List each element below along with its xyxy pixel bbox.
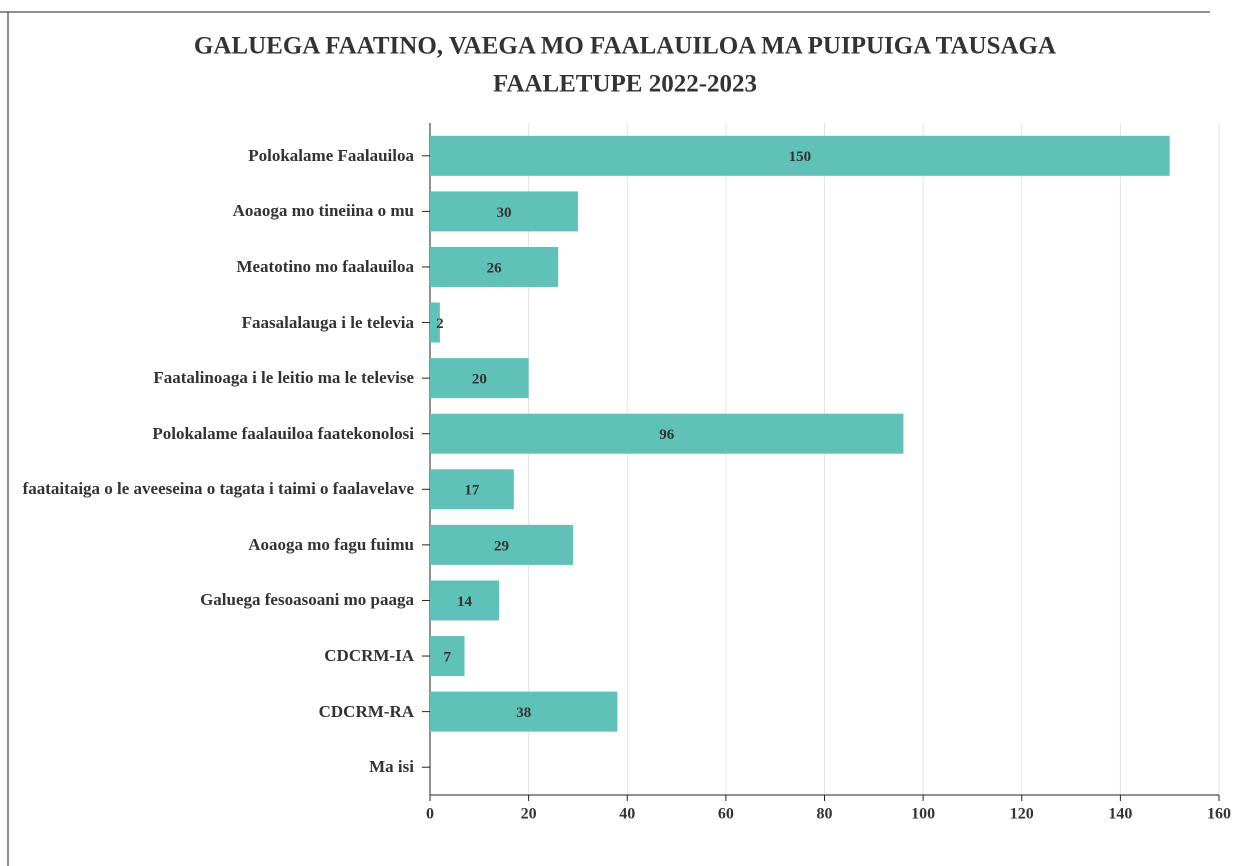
y-tick-label: Aoaoga mo fagu fuimu — [248, 534, 414, 554]
bar — [430, 302, 440, 343]
value-label: 14 — [457, 594, 473, 610]
y-tick-label: Faasalalauga i le televia — [241, 312, 414, 332]
y-tick-label: Ma isi — [369, 757, 414, 777]
value-label: 30 — [496, 205, 511, 221]
y-tick-label: Polokalame Faalauiloa — [248, 145, 414, 165]
bar — [430, 413, 904, 454]
bar — [430, 636, 465, 677]
y-tick-label: Aoaoga mo tineiina o mu — [232, 201, 414, 221]
bar — [430, 524, 574, 565]
bar — [430, 469, 514, 510]
x-tick-label: 40 — [619, 806, 635, 823]
x-tick-label: 160 — [1207, 806, 1231, 823]
y-tick-label: Meatotino mo faalauiloa — [236, 256, 414, 276]
chart-title: FAALETUPE 2022-2023 — [493, 71, 757, 98]
x-tick-label: 60 — [718, 806, 734, 823]
y-tick-label: Galuega fesoasoani mo paaga — [200, 590, 414, 610]
value-label: 150 — [789, 149, 812, 165]
x-tick-label: 140 — [1108, 806, 1132, 823]
value-label: 29 — [494, 538, 509, 554]
value-label: 20 — [472, 372, 487, 388]
x-tick-label: 0 — [426, 806, 434, 823]
value-label: 2 — [436, 316, 444, 332]
x-tick-label: 120 — [1010, 806, 1034, 823]
value-label: 96 — [659, 427, 675, 443]
bar — [430, 691, 618, 732]
bar — [430, 191, 578, 232]
y-tick-label: CDCRM-IA — [324, 646, 414, 666]
bar — [430, 135, 1170, 176]
y-tick-label: CDCRM-RA — [318, 701, 414, 721]
bar — [430, 580, 500, 621]
value-label: 17 — [464, 483, 480, 499]
y-tick-label: faataitaiga o le aveeseina o tagata i ta… — [22, 479, 414, 499]
value-label: 7 — [444, 649, 452, 665]
value-label: 26 — [487, 260, 503, 276]
bar — [430, 358, 529, 399]
x-tick-label: 20 — [521, 806, 537, 823]
x-tick-label: 100 — [911, 806, 935, 823]
y-tick-label: Faatalinoaga i le leitio ma le televise — [153, 368, 414, 388]
value-label: 38 — [516, 705, 531, 721]
x-tick-label: 80 — [817, 806, 833, 823]
bar — [430, 246, 559, 287]
chart-title: GALUEGA FAATINO, VAEGA MO FAALAUILOA MA … — [194, 33, 1056, 60]
y-tick-label: Polokalame faalauiloa faatekonolosi — [152, 423, 414, 443]
